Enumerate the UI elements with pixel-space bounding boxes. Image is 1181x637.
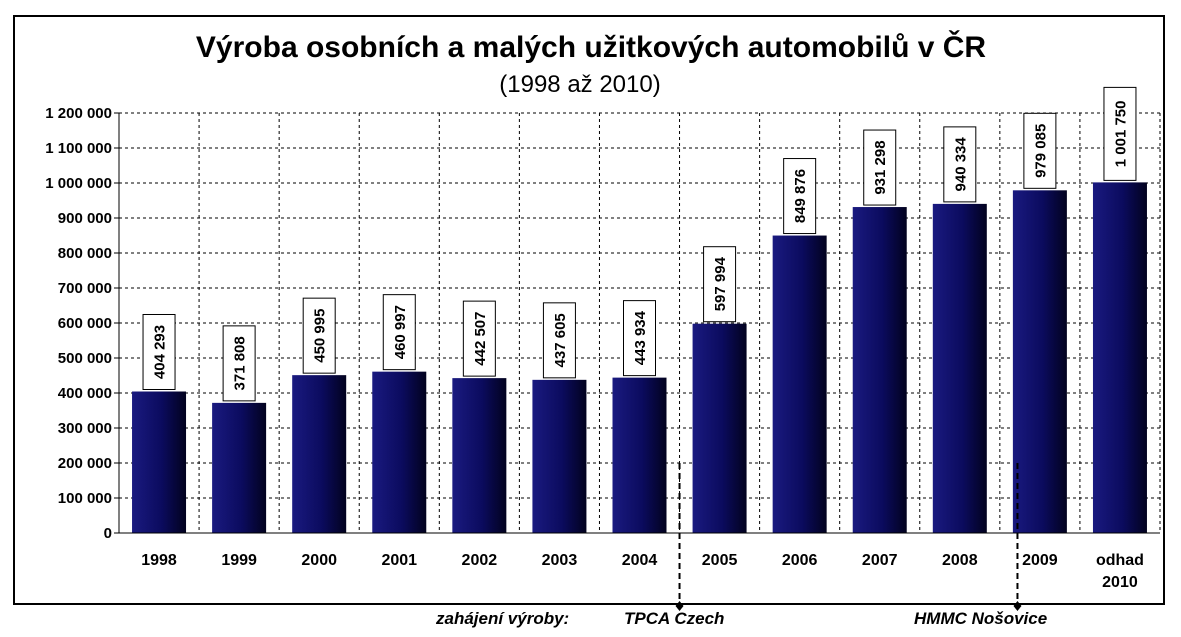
y-tick-label: 1 100 000 bbox=[45, 140, 112, 157]
x-tick-label: 2001 bbox=[381, 552, 417, 569]
data-label-box bbox=[382, 294, 416, 371]
bar bbox=[692, 323, 747, 533]
x-tick-label: 2009 bbox=[1022, 552, 1058, 569]
data-label: 404 293 bbox=[152, 325, 169, 379]
chart-title: Výroba osobních a malých užitkových auto… bbox=[195, 31, 987, 64]
y-tick-label: 600 000 bbox=[58, 315, 112, 332]
data-label-box bbox=[1103, 86, 1137, 181]
x-tick-label: 1998 bbox=[141, 552, 177, 569]
bar bbox=[452, 378, 507, 533]
data-label: 460 997 bbox=[392, 305, 409, 359]
data-label: 437 605 bbox=[552, 313, 569, 367]
data-label: 371 808 bbox=[232, 336, 249, 390]
y-tick-label: 800 000 bbox=[58, 245, 112, 262]
data-label: 443 934 bbox=[632, 310, 649, 365]
data-label-box bbox=[783, 158, 817, 235]
x-tick-label: odhad 2010 bbox=[1096, 552, 1144, 591]
data-label-box bbox=[863, 129, 897, 206]
bar bbox=[612, 377, 667, 533]
y-tick-label: 400 000 bbox=[58, 385, 112, 402]
y-tick-label: 200 000 bbox=[58, 455, 112, 472]
x-tick-label: 2002 bbox=[462, 552, 498, 569]
data-label-box bbox=[542, 302, 576, 379]
bar bbox=[852, 207, 907, 533]
chart-subtitle: (1998 až 2010) bbox=[499, 71, 661, 98]
x-tick-label: 1999 bbox=[221, 552, 257, 569]
bar bbox=[132, 391, 187, 533]
x-tick-label: 2003 bbox=[542, 552, 578, 569]
data-label: 849 876 bbox=[792, 169, 809, 223]
data-label: 979 085 bbox=[1032, 124, 1049, 178]
bar bbox=[1092, 182, 1147, 533]
bar bbox=[532, 379, 587, 533]
x-tick-label: 2006 bbox=[782, 552, 818, 569]
y-tick-label: 1 200 000 bbox=[45, 105, 112, 122]
x-tick-label: 2008 bbox=[942, 552, 978, 569]
bar bbox=[772, 235, 827, 533]
bar-chart: 0 100 000 200 000 300 000 400 000 500 000 600 … bbox=[45, 86, 1161, 591]
y-tick-label: 500 000 bbox=[58, 350, 112, 367]
data-label-box bbox=[222, 325, 256, 402]
data-label: 1 001 750 bbox=[1112, 101, 1129, 168]
y-tick-label: 0 bbox=[104, 525, 112, 542]
annotation-tpca: TPCA Czech bbox=[624, 609, 725, 628]
data-label: 940 334 bbox=[952, 137, 969, 192]
data-label-box bbox=[703, 246, 737, 323]
bar bbox=[372, 371, 427, 533]
data-label-box bbox=[142, 313, 176, 390]
x-tick-label: 2000 bbox=[301, 552, 337, 569]
y-tick-label: 100 000 bbox=[58, 490, 112, 507]
data-label: 442 507 bbox=[472, 312, 489, 366]
bar bbox=[1012, 190, 1067, 533]
data-label-box bbox=[462, 300, 496, 377]
x-tick-label: 2004 bbox=[622, 552, 658, 569]
data-label: 931 298 bbox=[872, 140, 889, 194]
y-tick-label: 700 000 bbox=[58, 280, 112, 297]
data-label-box bbox=[943, 126, 977, 203]
y-tick-label: 300 000 bbox=[58, 420, 112, 437]
y-tick-label: 900 000 bbox=[58, 210, 112, 227]
x-tick-label: 2005 bbox=[702, 552, 738, 569]
data-label: 597 994 bbox=[712, 256, 729, 311]
data-label: 450 995 bbox=[312, 309, 329, 363]
data-label-box bbox=[1023, 112, 1057, 189]
bar bbox=[212, 402, 267, 533]
x-tick-label: 2007 bbox=[862, 552, 898, 569]
annotation-hmmc: HMMC Nošovice bbox=[914, 609, 1048, 628]
bar bbox=[292, 375, 347, 533]
data-label-box bbox=[302, 297, 336, 374]
production-start-label: zahájení výroby: bbox=[436, 609, 570, 628]
bar bbox=[932, 203, 987, 533]
y-tick-label: 1 000 000 bbox=[45, 175, 112, 192]
data-label-box bbox=[623, 300, 656, 377]
chart-frame: 0 100 000 200 000 300 000 400 000 500 000 600 … bbox=[13, 15, 1165, 605]
